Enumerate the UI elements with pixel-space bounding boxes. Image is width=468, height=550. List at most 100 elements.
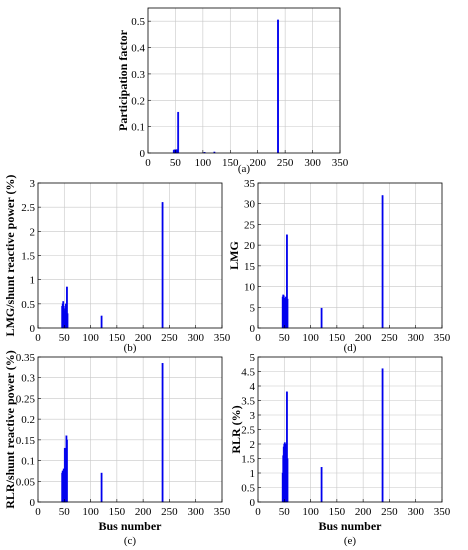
y-tick-label: 4	[250, 381, 256, 393]
y-axis-label: Participation factor	[116, 29, 130, 131]
bar-bus-121	[100, 472, 103, 503]
y-tick-label: 0	[250, 497, 256, 509]
y-tick-label: 2.5	[21, 202, 35, 214]
y-tick-label: 0.1	[131, 122, 145, 134]
bar-bus-56	[66, 313, 69, 329]
x-tick-label: 50	[170, 157, 182, 169]
bar-bus-237	[381, 368, 384, 503]
y-tick-label: 5	[250, 352, 256, 364]
y-tick-label: 3	[30, 178, 36, 190]
y-tick-label: 0.4	[131, 43, 145, 55]
panel-caption: (e)	[344, 535, 357, 547]
x-tick-label: 250	[161, 506, 178, 518]
chart-panel-b: 0 50 100 150 200 250 300 350 0 0.5 1 1.5 2 2.5 3 LMG/sh…	[3, 175, 231, 354]
x-axis-label: Bus number	[318, 519, 382, 533]
plot-frame	[37, 356, 223, 503]
x-tick-label: 100	[82, 332, 99, 344]
y-tick-label: 0.5	[131, 16, 145, 28]
y-tick-label: 30	[244, 199, 256, 211]
x-tick-label: 0	[255, 332, 261, 344]
y-tick-label: 0	[250, 323, 256, 335]
x-tick-label: 300	[304, 157, 321, 169]
x-tick-label: 200	[249, 157, 266, 169]
plot-frame	[147, 7, 341, 154]
y-tick-label: 0.2	[21, 414, 35, 426]
bar-bus-237	[277, 19, 279, 154]
x-tick-label: 0	[35, 332, 41, 344]
bar-bus-121	[320, 467, 323, 503]
y-tick-label: 0.1	[21, 456, 35, 468]
y-axis-label: RLR (%)	[229, 405, 243, 453]
bar-bus-121	[100, 315, 103, 329]
y-axis-label: LMG/shunt reactive power (%)	[3, 175, 17, 337]
y-tick-label: 0.3	[21, 373, 35, 385]
panel-caption: (a)	[238, 163, 251, 175]
y-tick-label: 0.35	[16, 352, 36, 364]
y-tick-label: 0	[30, 323, 36, 335]
x-tick-label: 300	[187, 332, 204, 344]
y-tick-label: 15	[244, 261, 256, 273]
panel-caption: (d)	[344, 342, 357, 354]
x-tick-label: 50	[279, 506, 291, 518]
y-tick-label: 0	[30, 497, 36, 509]
x-tick-label: 150	[109, 332, 126, 344]
x-tick-label: 200	[135, 506, 152, 518]
x-tick-label: 50	[279, 332, 291, 344]
x-tick-label: 300	[407, 332, 424, 344]
x-tick-label: 100	[302, 332, 319, 344]
x-tick-label: 350	[214, 332, 231, 344]
y-tick-label: 0.15	[16, 435, 36, 447]
x-axis-label: Bus number	[98, 519, 162, 533]
y-tick-label: 2	[250, 439, 256, 451]
y-tick-label: 0	[140, 148, 146, 160]
y-tick-label: 25	[244, 219, 256, 231]
x-tick-label: 150	[329, 332, 346, 344]
y-axis-label: RLR/shunt reactive power (%)	[3, 350, 17, 509]
y-tick-label: 0.05	[16, 476, 36, 488]
bar-bus-55	[66, 439, 68, 503]
y-tick-label: 20	[244, 240, 256, 252]
x-tick-label: 350	[434, 506, 451, 518]
x-tick-label: 300	[407, 506, 424, 518]
bar-bus-237	[161, 363, 164, 503]
y-tick-label: 3	[250, 410, 256, 422]
y-tick-label: 2	[30, 226, 36, 238]
x-tick-label: 50	[59, 506, 71, 518]
x-tick-label: 250	[277, 157, 294, 169]
x-tick-label: 150	[109, 506, 126, 518]
y-tick-label: 5	[250, 302, 256, 314]
bar-bus-55	[177, 111, 180, 154]
x-tick-label: 350	[434, 332, 451, 344]
y-tick-label: 10	[244, 282, 256, 294]
y-tick-label: 1.5	[21, 251, 35, 263]
bar-bus-237	[381, 195, 384, 329]
x-tick-label: 350	[214, 506, 231, 518]
x-tick-label: 100	[195, 157, 212, 169]
chart-panel-c: 0 50 100 150 200 250 300 350 0 0.05 0.1 0.15 0.2 0.25…	[3, 350, 231, 547]
x-tick-label: 100	[82, 506, 99, 518]
chart-panel-e: 0 50 100 150 200 250 300 35000.511.522.533.544.…	[229, 352, 451, 547]
y-tick-label: 1.5	[241, 454, 255, 466]
x-tick-label: 200	[135, 332, 152, 344]
bar-bus-56	[286, 458, 289, 503]
x-tick-label: 350	[332, 157, 349, 169]
y-tick-label: 3.5	[241, 396, 255, 408]
y-tick-label: 0.5	[241, 483, 255, 495]
x-tick-label: 100	[302, 506, 319, 518]
chart-panel-d: 0 50 100 150 200 250 300 350 0 5 10 15 20 25 30 35 LMG (d…	[227, 178, 451, 354]
y-tick-label: 35	[244, 178, 256, 190]
y-tick-label: 0.3	[131, 69, 145, 81]
x-tick-label: 0	[35, 506, 41, 518]
x-tick-label: 0	[255, 506, 261, 518]
x-tick-label: 200	[355, 332, 372, 344]
y-tick-label: 0.25	[16, 393, 36, 405]
y-tick-label: 1	[250, 468, 256, 480]
x-tick-label: 150	[222, 157, 239, 169]
x-tick-label: 0	[145, 157, 151, 169]
panel-caption: (b)	[124, 342, 137, 354]
panel-caption: (c)	[124, 535, 137, 547]
bar-bus-56	[286, 298, 289, 329]
x-tick-label: 50	[59, 332, 71, 344]
y-tick-label: 4.5	[241, 367, 255, 379]
